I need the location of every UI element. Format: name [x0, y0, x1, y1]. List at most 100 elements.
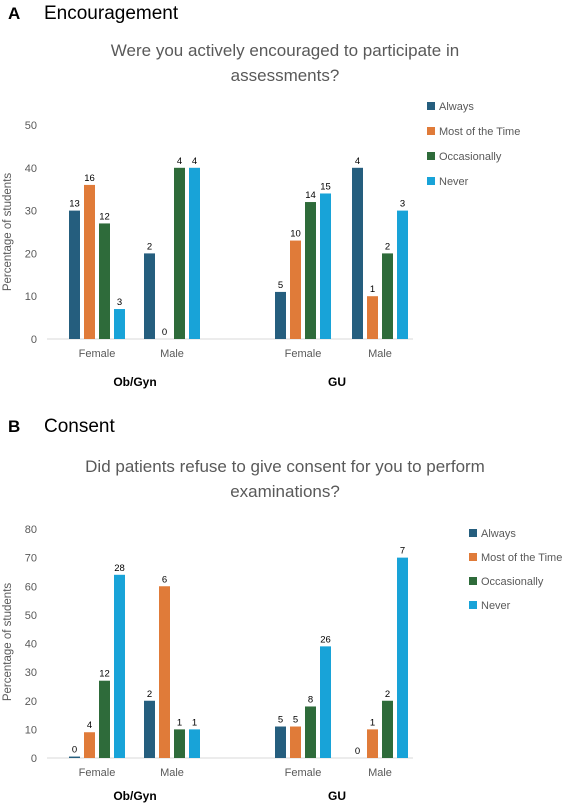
legend-label: Occasionally — [439, 151, 502, 163]
legend-swatch — [469, 529, 477, 537]
chart-b-legend: Always Most of the Time Occasionally Never — [469, 528, 562, 612]
y-tick-label: 0 — [31, 334, 37, 346]
y-tick-label: 50 — [25, 610, 37, 622]
bar-never — [397, 210, 408, 339]
category-label: Male — [160, 767, 184, 779]
bar-occasionally — [174, 729, 185, 758]
legend-label: Most of the Time — [439, 126, 520, 138]
bar-always — [144, 700, 155, 758]
data-label: 28 — [114, 563, 125, 574]
legend-label: Most of the Time — [481, 552, 562, 564]
data-label: 1 — [177, 717, 182, 728]
legend-swatch — [427, 177, 435, 185]
bar-never — [114, 574, 125, 758]
bar-always — [144, 253, 155, 339]
legend-label: Never — [439, 176, 469, 188]
data-label: 10 — [290, 229, 301, 240]
bar-most-of-the-time — [367, 729, 378, 758]
y-tick-label: 70 — [25, 553, 37, 565]
legend-label: Occasionally — [481, 576, 544, 588]
y-tick-label: 20 — [25, 248, 37, 260]
y-tick-label: 30 — [25, 206, 37, 218]
chart-b-title-line-2: examinations? — [230, 482, 340, 501]
data-label: 3 — [400, 199, 405, 210]
bar-most-of-the-time — [84, 184, 95, 339]
data-label: 0 — [355, 746, 360, 757]
bar-never — [397, 557, 408, 758]
y-tick-label: 20 — [25, 696, 37, 708]
data-label: 2 — [385, 241, 390, 252]
data-label: 13 — [69, 199, 80, 210]
data-label: 26 — [320, 634, 331, 645]
bar-never — [189, 729, 200, 758]
y-tick-label: 10 — [25, 291, 37, 303]
data-label: 15 — [320, 181, 331, 192]
category-label: Female — [285, 767, 322, 779]
data-label: 1 — [370, 284, 375, 295]
data-label: 12 — [99, 669, 110, 680]
data-label: 12 — [99, 211, 110, 222]
category-label: Female — [79, 767, 116, 779]
data-label: 1 — [370, 717, 375, 728]
data-label: 7 — [400, 546, 405, 557]
chart-a-group-gu: GU — [328, 375, 346, 389]
bar-occasionally — [305, 706, 316, 758]
legend-swatch — [427, 152, 435, 160]
y-tick-label: 80 — [25, 524, 37, 536]
chart-b-group-obgyn: Ob/Gyn — [113, 789, 156, 803]
category-label: Male — [160, 348, 184, 360]
legend-swatch — [469, 577, 477, 585]
bar-occasionally — [305, 202, 316, 339]
panel-a-letter: A — [8, 4, 20, 23]
data-label: 0 — [162, 327, 167, 338]
panel-a-title: Encouragement — [44, 3, 179, 24]
data-label: 3 — [117, 297, 122, 308]
bar-occasionally — [382, 700, 393, 758]
bar-always — [352, 167, 363, 339]
y-tick-label: 10 — [25, 724, 37, 736]
legend-swatch — [427, 127, 435, 135]
data-label: 14 — [305, 190, 316, 201]
data-label: 0 — [72, 745, 77, 756]
data-label: 5 — [293, 715, 298, 726]
legend-label: Always — [481, 528, 516, 540]
chart-b-ylabel: Percentage of students — [2, 583, 14, 702]
chart-a-ylabel: Percentage of students — [2, 173, 14, 292]
data-label: 6 — [162, 574, 167, 585]
bar-always — [275, 291, 286, 339]
bar-occasionally — [99, 223, 110, 339]
bar-most-of-the-time — [367, 296, 378, 339]
panel-a: A Encouragement Were you actively encour… — [2, 3, 520, 389]
panel-b: B Consent Did patients refuse to give co… — [2, 416, 562, 803]
data-label: 2 — [385, 689, 390, 700]
bar-occasionally — [99, 680, 110, 758]
data-label: 2 — [147, 689, 152, 700]
data-label: 16 — [84, 173, 95, 184]
bar-most-of-the-time — [290, 726, 301, 758]
y-tick-label: 40 — [25, 163, 37, 175]
y-tick-label: 0 — [31, 753, 37, 765]
bar-most-of-the-time — [159, 586, 170, 758]
bar-always — [69, 210, 80, 339]
panel-b-letter: B — [8, 417, 20, 436]
data-label: 1 — [192, 717, 197, 728]
bar-occasionally — [174, 167, 185, 339]
category-label: Female — [79, 348, 116, 360]
legend-label: Always — [439, 101, 474, 113]
category-label: Male — [368, 348, 392, 360]
bar-most-of-the-time — [290, 240, 301, 339]
y-tick-label: 40 — [25, 639, 37, 651]
y-tick-label: 60 — [25, 581, 37, 593]
bar-never — [114, 309, 125, 339]
bar-always — [69, 756, 80, 758]
bar-never — [320, 193, 331, 339]
data-label: 4 — [87, 720, 92, 731]
chart-a-title-line-2: assessments? — [231, 66, 340, 85]
panel-b-title: Consent — [44, 416, 115, 437]
data-label: 8 — [308, 694, 313, 705]
chart-a-title-line-1: Were you actively encouraged to particip… — [111, 41, 459, 60]
